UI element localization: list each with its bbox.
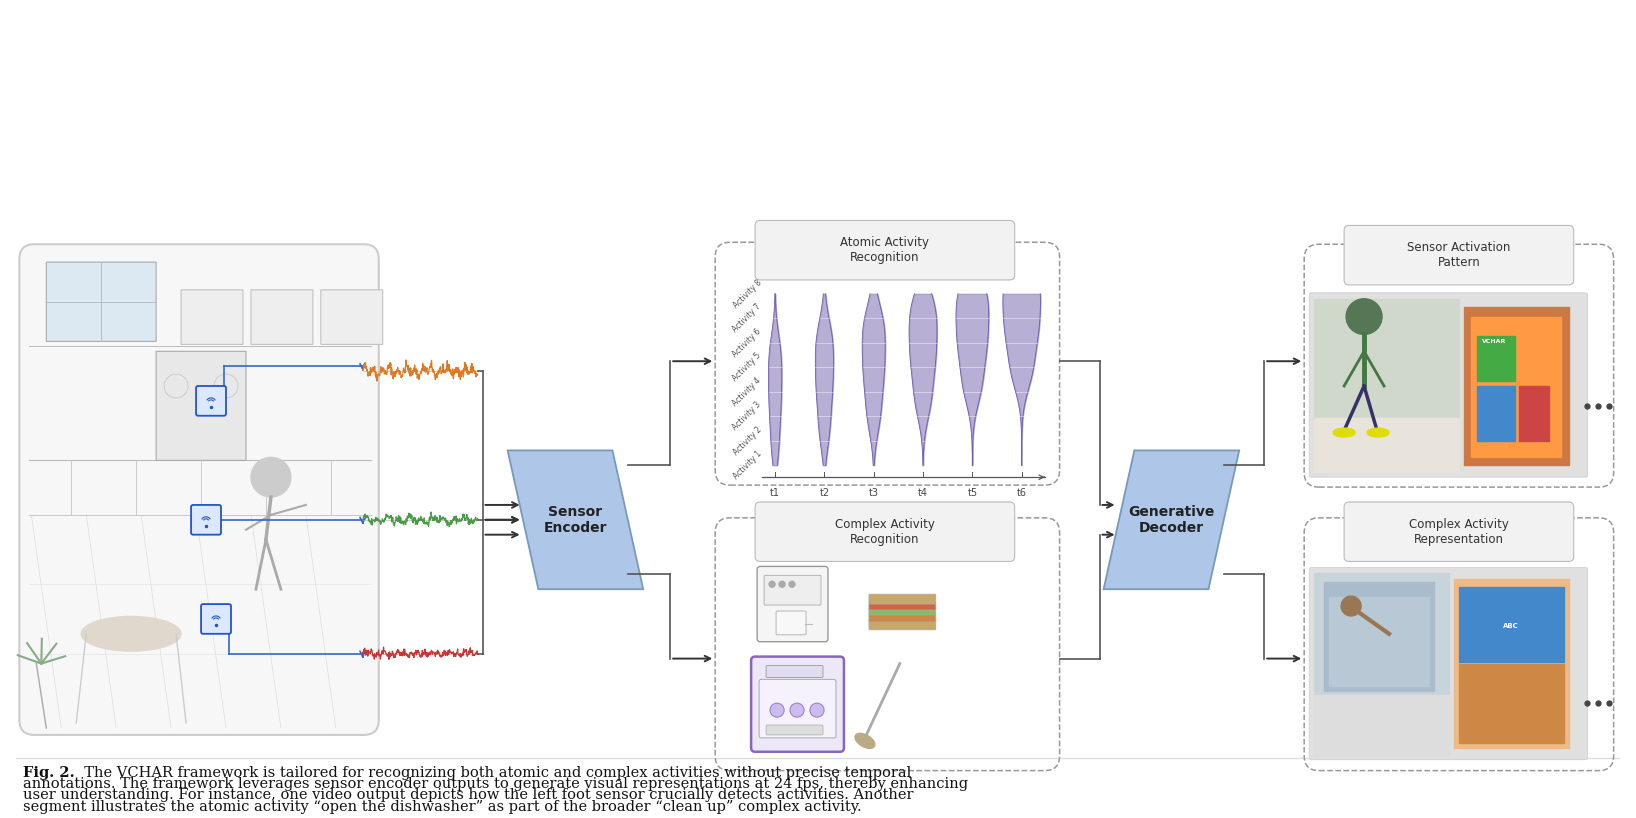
Text: annotations. The framework leverages sensor encoder outputs to generate visual r: annotations. The framework leverages sen…: [23, 777, 969, 791]
Text: Activity 8: Activity 8: [731, 278, 762, 310]
Text: Sensor
Encoder: Sensor Encoder: [543, 505, 607, 535]
Circle shape: [810, 703, 825, 717]
Text: Activity 4: Activity 4: [731, 375, 762, 408]
FancyBboxPatch shape: [759, 680, 836, 738]
FancyBboxPatch shape: [1309, 568, 1587, 760]
FancyBboxPatch shape: [250, 290, 312, 344]
Text: Atomic Activity
Recognition: Atomic Activity Recognition: [841, 236, 929, 264]
Ellipse shape: [856, 734, 875, 748]
FancyBboxPatch shape: [756, 502, 1014, 561]
FancyBboxPatch shape: [321, 290, 383, 344]
Circle shape: [769, 582, 775, 587]
Bar: [1454, 579, 1569, 748]
FancyBboxPatch shape: [869, 608, 936, 615]
FancyBboxPatch shape: [869, 594, 936, 604]
Polygon shape: [507, 451, 643, 589]
Text: t2: t2: [820, 488, 829, 498]
FancyBboxPatch shape: [1345, 226, 1574, 285]
Text: Activity 2: Activity 2: [731, 425, 762, 456]
Circle shape: [790, 703, 803, 717]
Bar: [1324, 582, 1433, 691]
FancyBboxPatch shape: [766, 666, 823, 677]
Bar: [1464, 307, 1569, 465]
Bar: [1477, 386, 1515, 441]
Text: Activity 6: Activity 6: [731, 327, 762, 359]
Text: t1: t1: [771, 488, 780, 498]
FancyBboxPatch shape: [1345, 502, 1574, 561]
FancyBboxPatch shape: [201, 604, 231, 634]
Circle shape: [250, 457, 291, 497]
Text: t5: t5: [967, 488, 977, 498]
FancyBboxPatch shape: [155, 351, 245, 461]
Bar: [1459, 663, 1564, 743]
Bar: [1314, 299, 1459, 472]
Text: Activity 3: Activity 3: [731, 400, 762, 432]
Ellipse shape: [1333, 428, 1355, 437]
Text: t4: t4: [918, 488, 928, 498]
Bar: [1328, 597, 1428, 686]
Bar: [1477, 336, 1515, 381]
Circle shape: [1346, 299, 1382, 335]
FancyBboxPatch shape: [751, 657, 844, 752]
FancyBboxPatch shape: [20, 245, 380, 735]
FancyBboxPatch shape: [196, 386, 226, 416]
Bar: [1518, 386, 1549, 441]
FancyBboxPatch shape: [1309, 293, 1587, 477]
FancyBboxPatch shape: [869, 620, 936, 630]
Text: Generative
Decoder: Generative Decoder: [1129, 505, 1214, 535]
FancyBboxPatch shape: [764, 575, 821, 605]
Text: Complex Activity
Recognition: Complex Activity Recognition: [834, 518, 934, 546]
Bar: [1314, 418, 1459, 472]
Text: VCHAR: VCHAR: [1482, 339, 1507, 344]
Text: Activity 7: Activity 7: [731, 303, 762, 335]
Ellipse shape: [1368, 428, 1389, 437]
Text: t3: t3: [869, 488, 879, 498]
FancyBboxPatch shape: [869, 613, 936, 622]
FancyBboxPatch shape: [46, 262, 155, 341]
Text: ABC: ABC: [1503, 622, 1518, 629]
Polygon shape: [1104, 451, 1238, 589]
Text: segment illustrates the atomic activity “open the dishwasher” as part of the bro: segment illustrates the atomic activity …: [23, 800, 862, 814]
FancyBboxPatch shape: [775, 611, 807, 635]
FancyBboxPatch shape: [182, 290, 244, 344]
Circle shape: [1342, 596, 1361, 616]
FancyBboxPatch shape: [191, 505, 221, 535]
Text: Complex Activity
Representation: Complex Activity Representation: [1409, 518, 1508, 546]
Text: Activity 1: Activity 1: [731, 449, 762, 481]
FancyBboxPatch shape: [766, 725, 823, 735]
Circle shape: [789, 582, 795, 587]
Circle shape: [779, 582, 785, 587]
Text: user understanding. For instance, one video output depicts how the left foot sen: user understanding. For instance, one vi…: [23, 789, 915, 802]
Text: Fig. 2.: Fig. 2.: [23, 766, 75, 780]
Bar: [1314, 573, 1449, 755]
Text: t6: t6: [1016, 488, 1027, 498]
FancyBboxPatch shape: [757, 566, 828, 642]
Bar: [1314, 695, 1449, 755]
FancyBboxPatch shape: [756, 221, 1014, 280]
Text: Activity 5: Activity 5: [731, 351, 762, 384]
Text: Sensor Activation
Pattern: Sensor Activation Pattern: [1407, 241, 1510, 269]
Bar: [1471, 317, 1561, 457]
Text: The VCHAR framework is tailored for recognizing both atomic and complex activiti: The VCHAR framework is tailored for reco…: [75, 766, 911, 780]
Circle shape: [771, 703, 784, 717]
Ellipse shape: [82, 617, 182, 651]
FancyBboxPatch shape: [869, 602, 936, 610]
Bar: [1459, 587, 1564, 662]
